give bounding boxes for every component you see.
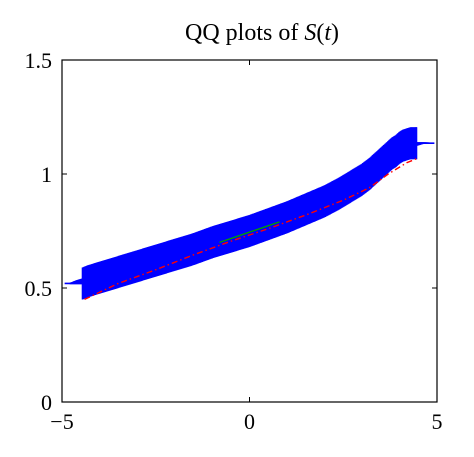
qq-fit-segment: [219, 221, 280, 244]
x-tick-label: 5: [432, 409, 443, 434]
y-tick-label: 0.5: [25, 276, 53, 301]
chart-title-text: QQ plots of S(t): [185, 20, 339, 46]
qq-reference-line: [84, 157, 419, 301]
x-tick-label: −5: [50, 409, 73, 434]
chart-title: QQ plots of S(t): [185, 20, 339, 46]
qq-marker-point: [398, 127, 435, 160]
plot-area: [64, 127, 435, 301]
qq-markers: [64, 127, 435, 300]
x-tick-label: 0: [244, 409, 255, 434]
y-tick-label: 1: [41, 162, 52, 187]
axis-ticks: −5 0 500.511.5: [25, 48, 443, 434]
qq-marker-point: [64, 267, 101, 300]
y-tick-label: 1.5: [25, 48, 53, 73]
y-tick-label: 0: [41, 390, 52, 415]
